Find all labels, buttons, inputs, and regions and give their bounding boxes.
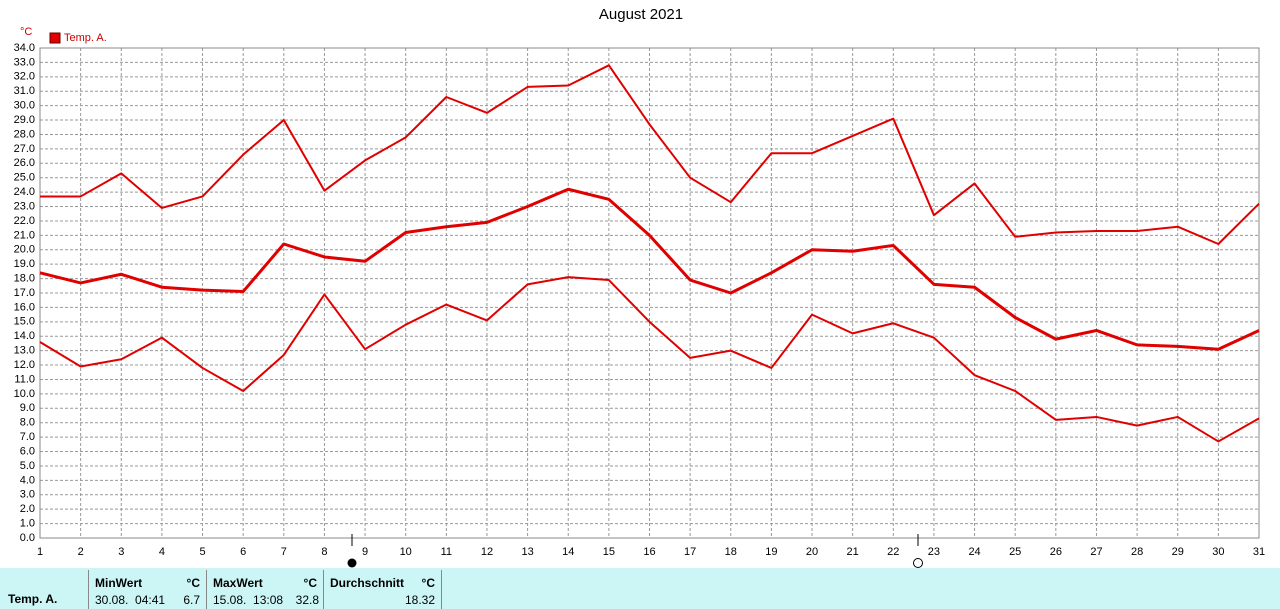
value: 6.7 [183, 593, 200, 607]
x-tick-label: 26 [1050, 546, 1062, 558]
value: 32.8 [295, 593, 319, 607]
x-tick-label: 29 [1172, 546, 1184, 558]
y-tick-label: 8.0 [20, 417, 35, 429]
y-tick-label: 4.0 [20, 474, 35, 486]
header: MaxWert [213, 576, 263, 590]
x-tick-label: 24 [968, 546, 980, 558]
unit: °C [303, 576, 317, 590]
x-tick-label: 2 [78, 546, 84, 558]
y-tick-label: 9.0 [20, 402, 35, 414]
chart: August 2021 °C 0.0 1.0 2.0 3.0 4.0 5.0 6.0 7.0 8… [14, 6, 1265, 568]
legend-swatch [49, 32, 61, 44]
x-tick-label: 20 [806, 546, 818, 558]
x-tick-label: 15 [603, 546, 615, 558]
y-tick-label: 12.0 [14, 359, 35, 371]
y-tick-label: 20.0 [14, 244, 35, 256]
y-tick-label: 15.0 [14, 316, 35, 328]
y-tick-label: 7.0 [20, 431, 35, 443]
header: MinWert [95, 576, 143, 590]
x-tick-label: 11 [441, 546, 452, 558]
y-tick-label: 25.0 [14, 172, 35, 184]
y-tick-label: 31.0 [14, 85, 35, 97]
x-tick-label: 19 [765, 546, 777, 558]
min-cell: MinWert °C 30.08. 04:41 6.7 [88, 570, 206, 609]
x-tick-label: 5 [199, 546, 205, 558]
series-line [40, 64, 1260, 245]
x-tick-label: 17 [684, 546, 696, 558]
y-tick-label: 23.0 [14, 200, 35, 212]
y-tick-label: 1.0 [20, 517, 35, 529]
new-moon-icon [913, 558, 923, 568]
x-tick-label: 14 [562, 546, 574, 558]
x-tick-label: 23 [928, 546, 940, 558]
y-tick-label: 10.0 [14, 388, 35, 400]
y-tick-label: 2.0 [20, 503, 35, 515]
y-tick-label: 14.0 [14, 330, 35, 342]
series-line [39, 187, 1260, 351]
y-tick-label: 21.0 [14, 229, 35, 241]
x-tick-label: 1 [37, 546, 43, 558]
y-tick-label: 34.0 [14, 42, 35, 54]
y-tick-label: 6.0 [20, 445, 35, 457]
x-tick-label: 31 [1253, 546, 1265, 558]
legend-label: Temp. A. [64, 32, 107, 44]
y-tick-label: 19.0 [14, 258, 35, 270]
unit: °C [421, 576, 435, 590]
x-tick-label: 22 [887, 546, 899, 558]
y-tick-label: 13.0 [14, 345, 35, 357]
header: Durchschnitt [330, 576, 405, 590]
y-tick-label: 29.0 [14, 114, 35, 126]
x-tick-label: 6 [240, 546, 246, 558]
y-unit: °C [20, 26, 32, 38]
time: 30.08. 04:41 [95, 593, 166, 607]
x-tick-label: 27 [1090, 546, 1102, 558]
unit: °C [186, 576, 200, 590]
x-tick-label: 28 [1131, 546, 1143, 558]
plot-frame [39, 47, 1260, 539]
x-tick-label: 4 [159, 546, 165, 558]
max-cell: MaxWert °C 15.08. 13:08 32.8 [206, 570, 323, 609]
y-tick-label: 32.0 [14, 71, 35, 83]
full-moon-icon [347, 558, 357, 568]
x-tick-label: 7 [281, 546, 287, 558]
x-tick-label: 13 [521, 546, 533, 558]
y-tick-label: 33.0 [14, 56, 35, 68]
y-tick-label: 28.0 [14, 128, 35, 140]
y-tick-label: 27.0 [14, 143, 35, 155]
x-tick-label: 3 [118, 546, 124, 558]
y-tick-label: 0.0 [20, 532, 35, 544]
row-label: Temp. A. [8, 592, 58, 606]
y-tick-label: 5.0 [20, 460, 35, 472]
series-line [39, 276, 1260, 443]
summary-bar: Temp. A. MinWert °C 30.08. 04:41 6.7 Max… [0, 568, 1280, 609]
y-tick-label: 11.0 [14, 373, 35, 385]
y-tick-label: 3.0 [20, 489, 35, 501]
chart-title: August 2021 [599, 6, 683, 23]
y-tick-label: 24.0 [14, 186, 35, 198]
value: 18.32 [404, 593, 435, 607]
x-tick-label: 8 [321, 546, 327, 558]
y-tick-label: 22.0 [14, 215, 35, 227]
x-tick-label: 16 [643, 546, 655, 558]
y-tick-label: 30.0 [14, 100, 35, 112]
x-tick-label: 30 [1212, 546, 1224, 558]
x-tick-label: 21 [847, 546, 859, 558]
x-tick-label: 18 [725, 546, 737, 558]
y-tick-label: 16.0 [14, 301, 35, 313]
time: 15.08. 13:08 [213, 593, 284, 607]
x-tick-label: 9 [362, 546, 368, 558]
x-tick-label: 10 [400, 546, 412, 558]
x-tick-label: 12 [481, 546, 493, 558]
avg-cell: Durchschnitt °C 18.32 [323, 570, 442, 609]
y-tick-label: 17.0 [14, 287, 35, 299]
y-tick-label: 26.0 [14, 157, 35, 169]
y-tick-label: 18.0 [14, 272, 35, 284]
x-tick-label: 25 [1009, 546, 1021, 558]
